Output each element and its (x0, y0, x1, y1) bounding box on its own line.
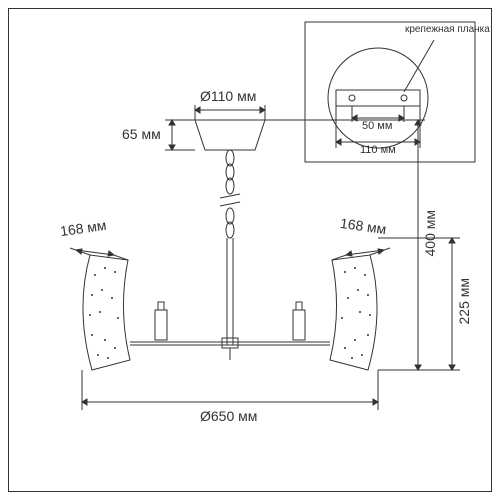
plate-label: крепежная планка (405, 24, 471, 35)
dim-drop: 400 мм (422, 210, 438, 257)
plate-hole-left (349, 95, 355, 101)
dim-plate-110: 110 мм (360, 144, 396, 156)
canopy (195, 120, 265, 150)
dim-plate-50: 50 мм (362, 120, 392, 132)
right-shade (330, 255, 377, 370)
dim-overall-dia: Ø650 мм (200, 408, 257, 424)
left-shade (83, 255, 130, 370)
dim-canopy-h: 65 мм (122, 126, 161, 142)
dim-body: 225 мм (456, 278, 472, 325)
dim-canopy-dia: Ø110 мм (200, 88, 256, 104)
plate-circle (328, 48, 428, 148)
plate-hole-right (401, 95, 407, 101)
inset-box (305, 22, 475, 162)
